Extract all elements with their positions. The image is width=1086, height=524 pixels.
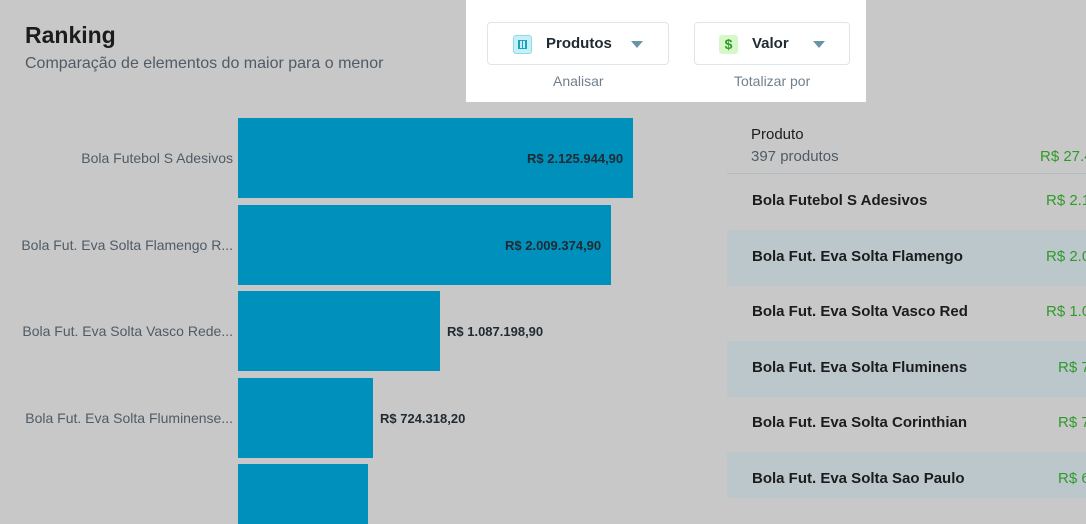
bar-label: Bola Fut. Eva Solta Vasco Rede...	[22, 323, 233, 339]
table-header: Produto 397 produtos R$ 27.4	[727, 112, 1086, 174]
table-row-count: 397 produtos	[751, 148, 839, 165]
bar-value-label: R$ 724.318,20	[380, 410, 466, 426]
table-cell-product: Bola Fut. Eva Solta Corinthians F	[752, 414, 967, 431]
table-cell-product: Bola Fut. Eva Solta Sao Paulo Re	[752, 469, 967, 487]
ranking-table: Produto 397 produtos R$ 27.4 Bola Futebo…	[727, 112, 1086, 498]
table-cell-value: R$ 6	[1058, 469, 1086, 487]
page-subtitle: Comparação de elementos do maior para o …	[25, 55, 384, 72]
bar-value-label: R$ 2.009.374,90	[505, 237, 602, 253]
analyze-caption: Analisar	[553, 73, 604, 89]
table-row[interactable]: Bola Futebol S Adesivos R$ 2.1	[727, 174, 1086, 230]
bar[interactable]	[238, 291, 440, 371]
table-cell-product: Bola Futebol S Adesivos	[752, 192, 928, 209]
table-total-value: R$ 27.4	[1040, 148, 1086, 165]
table-cell-product: Bola Fut. Eva Solta Vasco Rede (	[752, 303, 967, 320]
page-title: Ranking	[25, 22, 116, 48]
table-cell-value: R$ 1.0	[1046, 303, 1086, 320]
table-cell-value: R$ 2.0	[1046, 247, 1086, 265]
analyze-dropdown-label: Produtos	[546, 35, 612, 52]
chevron-down-icon[interactable]	[631, 41, 643, 48]
bar-value-label: R$ 2.125.944,90	[527, 151, 624, 166]
bar-label: Bola Futebol S Adesivos	[81, 150, 233, 166]
total-by-dropdown-label: Valor	[752, 35, 789, 52]
table-row[interactable]: Bola Fut. Eva Solta Flamengo Re R$ 2.0	[727, 229, 1086, 286]
table-cell-value: R$ 2.1	[1046, 192, 1086, 209]
table-cell-product: Bola Fut. Eva Solta Flamengo Re	[752, 247, 967, 265]
table-cell-value: R$ 7	[1058, 358, 1086, 376]
table-row[interactable]: Bola Fut. Eva Solta Sao Paulo Re R$ 6	[727, 451, 1086, 498]
table-column-header[interactable]: Produto	[751, 126, 804, 143]
analyze-dropdown[interactable]: Produtos	[487, 22, 669, 65]
bar-label: Bola Fut. Eva Solta Flamengo R...	[21, 236, 233, 253]
bar[interactable]	[238, 464, 368, 524]
bar-value-label: R$ 1.087.198,90	[447, 324, 544, 339]
controls-panel: Produtos Analisar $ Valor Totalizar por	[466, 0, 866, 102]
bar-label: Bola Fut. Eva Solta Fluminense...	[25, 409, 233, 426]
table-row[interactable]: Bola Fut. Eva Solta Fluminense F R$ 7	[727, 340, 1086, 397]
ranking-bar-chart: Bola Futebol S Adesivos R$ 2.125.944,90 Bo…	[21, 118, 633, 524]
bar[interactable]	[238, 377, 373, 458]
total-by-caption: Totalizar por	[734, 73, 811, 89]
table-cell-product: Bola Fut. Eva Solta Fluminense F	[752, 358, 967, 376]
grid-icon	[513, 35, 532, 54]
total-by-dropdown[interactable]: $ Valor	[694, 22, 850, 65]
table-cell-value: R$ 7	[1058, 414, 1086, 431]
dollar-icon: $	[719, 35, 738, 54]
bar[interactable]	[238, 204, 611, 285]
chevron-down-icon[interactable]	[813, 41, 825, 48]
table-row[interactable]: Bola Fut. Eva Solta Corinthians F R$ 7	[727, 396, 1086, 452]
bar[interactable]	[238, 118, 633, 198]
table-row[interactable]: Bola Fut. Eva Solta Vasco Rede ( R$ 1.0	[727, 285, 1086, 341]
